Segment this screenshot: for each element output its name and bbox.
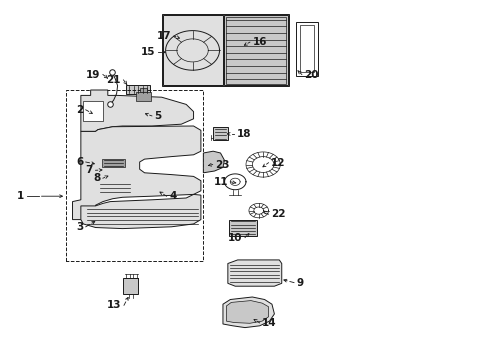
Polygon shape (123, 278, 138, 294)
Polygon shape (83, 101, 103, 121)
Text: 15: 15 (141, 47, 155, 57)
Text: 21: 21 (106, 75, 121, 85)
Polygon shape (136, 92, 151, 101)
Polygon shape (203, 151, 224, 173)
Text: 3: 3 (76, 222, 83, 232)
Text: 22: 22 (271, 209, 286, 219)
Text: 19: 19 (86, 69, 100, 80)
Text: 12: 12 (271, 158, 286, 168)
Polygon shape (213, 127, 228, 140)
Text: 4: 4 (169, 191, 176, 201)
Polygon shape (229, 220, 257, 236)
Text: 8: 8 (93, 173, 100, 183)
Polygon shape (226, 301, 269, 323)
Text: 6: 6 (76, 157, 83, 167)
Polygon shape (228, 260, 282, 286)
Polygon shape (81, 194, 201, 229)
Text: 1: 1 (17, 191, 24, 201)
Polygon shape (223, 297, 274, 328)
Text: 13: 13 (107, 300, 122, 310)
Text: 23: 23 (215, 159, 230, 170)
Polygon shape (126, 85, 150, 94)
Text: 2: 2 (76, 105, 83, 115)
Polygon shape (102, 159, 125, 167)
Text: 16: 16 (252, 37, 267, 47)
Polygon shape (73, 126, 201, 220)
Text: 20: 20 (304, 69, 319, 80)
Text: 7: 7 (86, 165, 93, 175)
Polygon shape (140, 88, 147, 92)
Text: 10: 10 (228, 233, 243, 243)
Text: 17: 17 (157, 31, 172, 41)
Polygon shape (224, 15, 288, 85)
Text: 14: 14 (262, 318, 277, 328)
Text: 11: 11 (213, 177, 228, 187)
Text: 9: 9 (296, 278, 304, 288)
Text: 5: 5 (154, 111, 162, 121)
Text: 18: 18 (237, 129, 251, 139)
Polygon shape (81, 90, 194, 131)
Polygon shape (163, 15, 223, 85)
